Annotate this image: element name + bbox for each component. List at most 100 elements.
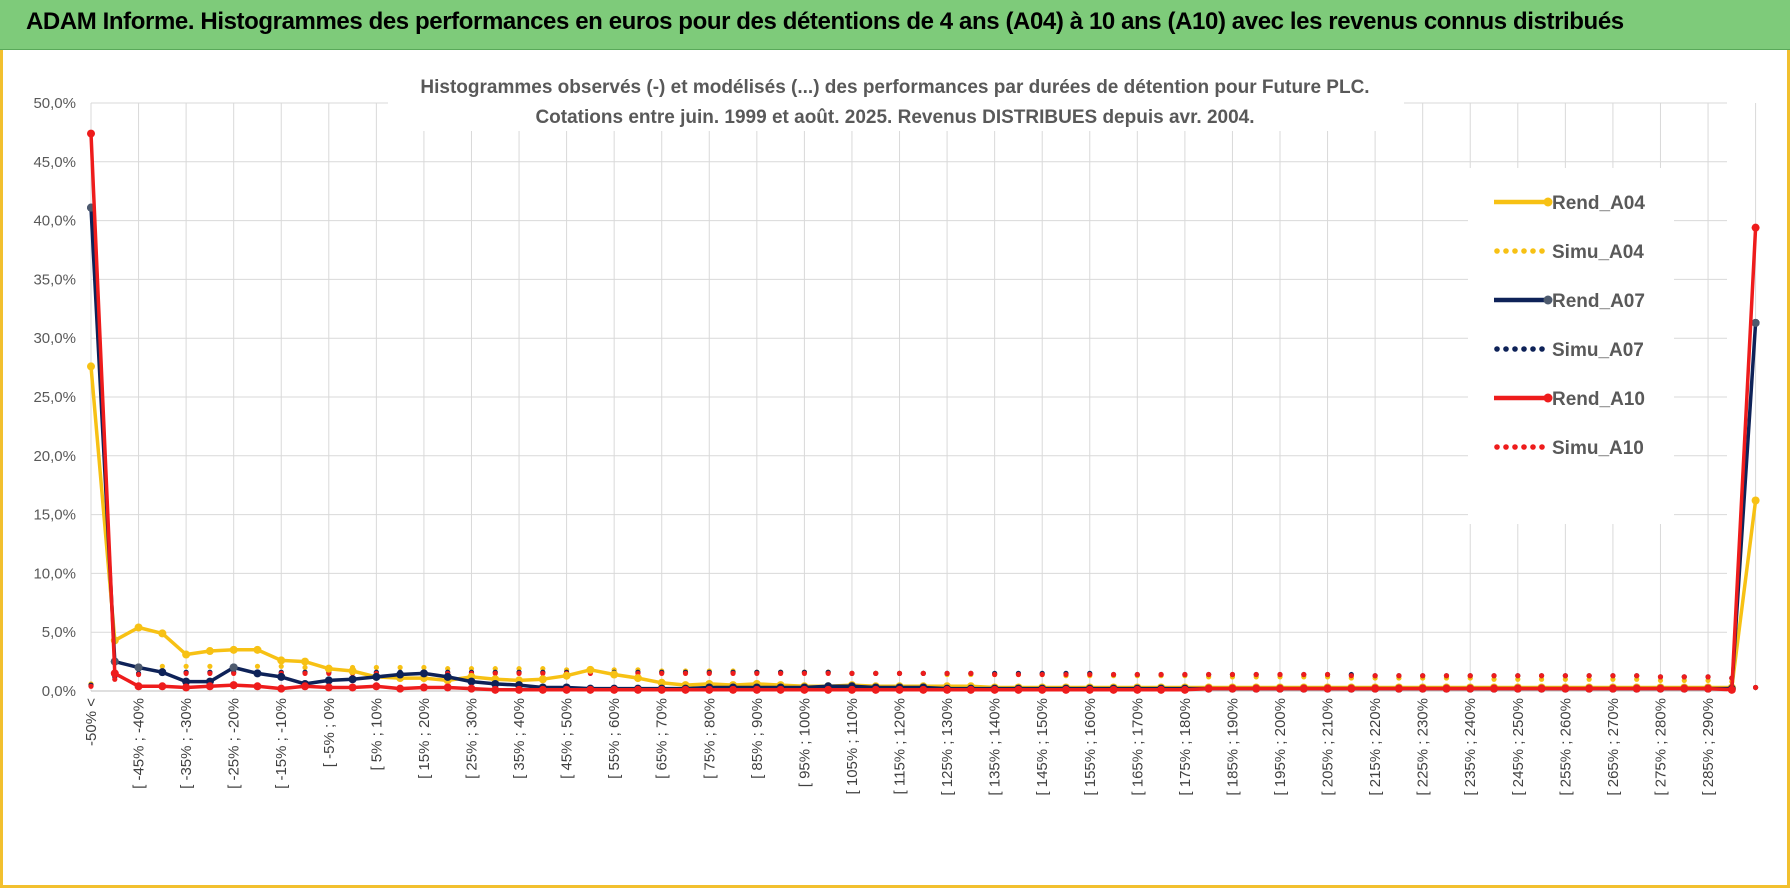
data-point	[871, 685, 880, 694]
x-tick-label: [ 135% ; 140%	[987, 698, 1004, 796]
data-point	[1704, 684, 1713, 693]
legend-marker	[1539, 346, 1545, 352]
data-point	[1751, 318, 1760, 327]
legend-marker-dot	[1543, 197, 1553, 207]
x-tick-label: [ 125% ; 130%	[939, 698, 956, 796]
data-point	[231, 670, 237, 676]
data-point	[1420, 673, 1426, 679]
data-point	[610, 685, 619, 694]
data-point	[1634, 673, 1640, 679]
data-point	[1372, 673, 1378, 679]
legend-marker-dot	[1543, 295, 1553, 305]
data-point	[776, 685, 785, 694]
x-tick-label: [ -45% ; -40%	[131, 698, 148, 789]
data-point	[182, 650, 191, 659]
x-tick-label: [ -25% ; -20%	[226, 698, 243, 789]
x-tick-label: [ 255% ; 260%	[1557, 698, 1574, 796]
legend-item-Simu_A07: Simu_A07	[1494, 340, 1644, 361]
data-point	[992, 671, 998, 678]
data-point	[920, 670, 926, 676]
data-point	[277, 684, 286, 693]
x-tick-label: [ 275% ; 280%	[1652, 698, 1669, 796]
data-point	[253, 669, 262, 678]
data-point	[1228, 684, 1237, 693]
x-tick-label: [ 45% ; 50%	[559, 698, 576, 779]
x-tick-label: [ 55% ; 60%	[606, 698, 623, 779]
x-tick-label: [ -5% ; 0%	[321, 698, 338, 767]
x-tick-label: [ 115% ; 120%	[892, 698, 909, 794]
x-tick-label: [ 195% ; 200%	[1272, 698, 1289, 796]
data-point	[277, 672, 286, 681]
legend-marker	[1521, 346, 1527, 352]
data-point	[1299, 684, 1308, 693]
data-point	[205, 647, 214, 656]
legend-marker	[1530, 444, 1536, 450]
legend-label: Rend_A04	[1552, 193, 1645, 214]
y-tick-label: 35,0%	[33, 271, 76, 288]
data-point	[705, 685, 714, 694]
y-tick-label: 20,0%	[33, 448, 76, 465]
data-point	[1657, 674, 1664, 680]
data-point	[896, 670, 903, 676]
data-point	[1182, 671, 1188, 678]
x-tick-label: [ 35% ; 40%	[511, 698, 528, 779]
y-tick-label: 25,0%	[33, 389, 76, 406]
series-Rend_A10	[87, 129, 1760, 694]
data-point	[966, 685, 975, 694]
data-point	[1562, 673, 1568, 679]
data-point	[801, 670, 808, 676]
data-point	[88, 683, 94, 689]
data-point	[1751, 496, 1760, 505]
legend-marker	[1521, 248, 1527, 254]
data-point	[134, 663, 143, 672]
data-point	[706, 670, 712, 676]
legend-item-Simu_A10: Simu_A10	[1494, 438, 1644, 459]
x-tick-label: -50% <	[83, 698, 100, 746]
x-tick-label: [ 85% ; 90%	[749, 698, 766, 779]
data-point	[1537, 684, 1546, 693]
data-point	[1087, 671, 1093, 678]
x-tick-label: [ 285% ; 290%	[1700, 698, 1717, 796]
data-point	[538, 675, 547, 684]
data-point	[1586, 673, 1592, 679]
data-point	[112, 676, 118, 682]
data-point	[943, 685, 952, 694]
data-point	[1157, 685, 1166, 694]
data-point	[754, 670, 760, 676]
data-point	[1727, 685, 1736, 694]
x-tick-label: [ 165% ; 170%	[1129, 698, 1146, 796]
data-point	[1632, 684, 1641, 693]
data-point	[1252, 684, 1261, 693]
data-point	[491, 679, 500, 688]
page-title: ADAM Informe. Histogrammes des performan…	[26, 8, 1624, 35]
legend-marker	[1530, 248, 1536, 254]
data-point	[610, 670, 619, 679]
legend-marker	[1494, 346, 1500, 352]
data-point	[253, 682, 262, 691]
data-point	[729, 685, 738, 694]
data-point	[1442, 684, 1451, 693]
data-point	[1751, 223, 1760, 232]
data-point	[586, 685, 595, 694]
data-point	[919, 685, 928, 694]
y-tick-label: 30,0%	[33, 330, 76, 347]
data-point	[659, 670, 665, 676]
data-point	[254, 663, 261, 669]
x-tick-label: [ 265% ; 270%	[1605, 698, 1622, 796]
data-point	[1134, 671, 1140, 678]
data-point	[1443, 673, 1450, 679]
data-point	[1491, 673, 1497, 679]
data-point	[1561, 684, 1570, 693]
legend-label: Simu_A10	[1552, 438, 1644, 459]
legend-item-Rend_A07: Rend_A07	[1494, 291, 1645, 312]
data-point	[1014, 685, 1023, 694]
x-axis-ticks: -50% < [ -45% ; -40% [ -35% ; -30% [ -25% ;…	[83, 698, 1717, 796]
data-point	[229, 645, 238, 654]
data-point	[1323, 684, 1332, 693]
data-point	[1301, 671, 1307, 678]
data-point	[1015, 671, 1022, 678]
data-point	[1515, 673, 1521, 679]
x-tick-label: [ -15% ; -10%	[273, 698, 290, 789]
data-point	[730, 670, 736, 676]
gridlines	[90, 102, 1757, 692]
